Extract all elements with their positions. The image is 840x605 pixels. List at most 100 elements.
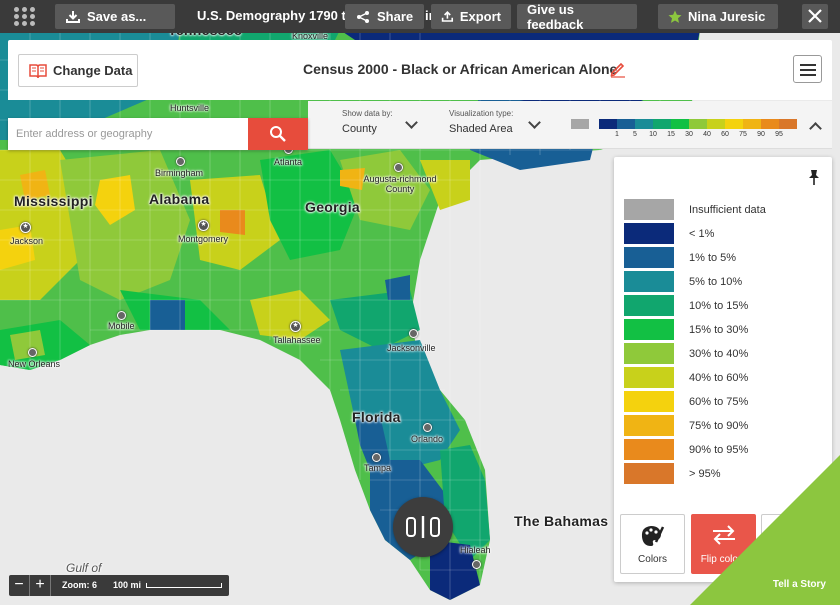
book-icon xyxy=(29,63,47,78)
share-button[interactable]: Share xyxy=(345,4,424,29)
city-marker-new-orleans[interactable] xyxy=(28,348,37,357)
city-marker-birmingham[interactable] xyxy=(176,157,185,166)
legend-swatch[interactable] xyxy=(624,439,674,460)
legend-swatch[interactable] xyxy=(624,247,674,268)
city-label-mobile: Mobile xyxy=(108,321,135,331)
download-icon xyxy=(66,10,80,23)
strip-swatch xyxy=(761,119,779,129)
pin-icon[interactable] xyxy=(806,169,822,192)
city-label-knoxville: Knoxville xyxy=(292,31,329,41)
strip-tick-label: 40 xyxy=(703,131,711,138)
swipe-icon xyxy=(406,516,440,538)
legend-label: 30% to 40% xyxy=(689,347,749,360)
project-title[interactable]: U.S. Demography 1790 to xyxy=(197,8,354,23)
strip-swatch xyxy=(653,119,671,129)
city-marker-hialeah[interactable] xyxy=(472,560,481,569)
search-input[interactable] xyxy=(8,118,248,150)
legend-swatch[interactable] xyxy=(624,271,674,292)
app-topbar: Save as... U.S. Demography 1790 to ir Sh… xyxy=(0,0,840,33)
tell-a-story-label[interactable]: Tell a Story xyxy=(772,579,826,590)
export-button[interactable]: Export xyxy=(431,4,511,29)
user-menu-button[interactable]: Nina Juresic xyxy=(658,4,778,29)
legend-swatch[interactable] xyxy=(624,343,674,364)
zoom-in-button[interactable]: + xyxy=(30,575,51,596)
state-label-florida: Florida xyxy=(352,409,401,425)
chevron-down-icon[interactable] xyxy=(405,116,418,129)
visualization-type-caption: Visualization type: xyxy=(449,109,514,118)
city-label-new-orleans: New Orleans xyxy=(8,359,61,369)
legend-label: 40% to 60% xyxy=(689,371,749,384)
share-icon xyxy=(357,10,369,23)
strip-tick-label: 10 xyxy=(649,131,657,138)
city-label-birmingham: Birmingham xyxy=(155,168,204,178)
capital-marker-tallahassee[interactable]: ★ xyxy=(290,321,301,332)
change-data-label: Change Data xyxy=(53,63,133,78)
capital-marker-montgomery[interactable]: ★ xyxy=(198,220,209,231)
city-label-orlando: Orlando xyxy=(411,434,444,444)
legend-swatch[interactable] xyxy=(624,367,674,388)
menu-bar xyxy=(800,69,816,71)
save-as-label: Save as... xyxy=(87,9,147,24)
colors-label: Colors xyxy=(638,554,667,565)
city-label-tallahassee: Tallahassee xyxy=(273,335,321,345)
hamburger-menu-button[interactable] xyxy=(793,55,822,83)
capital-marker-jackson[interactable]: ★ xyxy=(20,222,31,233)
map-title: Census 2000 - Black or African American … xyxy=(303,61,618,77)
palette-icon xyxy=(641,526,664,546)
strip-tick-label: 30 xyxy=(685,131,693,138)
legend-swatch[interactable] xyxy=(624,415,674,436)
city-marker-mobile[interactable] xyxy=(117,311,126,320)
search-button[interactable] xyxy=(248,118,308,150)
legend-swatch[interactable] xyxy=(624,295,674,316)
tell-a-story-corner[interactable] xyxy=(690,455,840,605)
strip-swatch-insufficient xyxy=(571,119,589,129)
legend-row: 5% to 10% xyxy=(624,271,742,292)
apps-grid-icon[interactable] xyxy=(14,7,36,27)
strip-swatch xyxy=(617,119,635,129)
state-label-alabama: Alabama xyxy=(149,191,210,207)
colors-button[interactable]: Colors xyxy=(620,514,685,574)
chevron-down-icon[interactable] xyxy=(528,116,541,129)
show-data-by-value: County xyxy=(342,123,377,135)
city-marker-tampa[interactable] xyxy=(372,453,381,462)
legend-row: Insufficient data xyxy=(624,199,766,220)
visualization-type-value: Shaded Area xyxy=(449,123,513,135)
state-label-mississippi: Mississippi xyxy=(14,193,93,209)
show-data-by-select[interactable]: Show data by: County xyxy=(342,109,393,135)
strip-tick-label: 95 xyxy=(775,131,783,138)
feedback-button[interactable]: Give us feedback xyxy=(517,1,637,32)
search-box xyxy=(8,118,308,150)
legend-swatch[interactable] xyxy=(624,319,674,340)
save-as-button[interactable]: Save as... xyxy=(55,4,175,29)
zoom-level: Zoom: 6 xyxy=(62,580,97,590)
city-label-atlanta: Atlanta xyxy=(274,157,303,167)
legend-row: 15% to 30% xyxy=(624,319,748,340)
change-data-button[interactable]: Change Data xyxy=(18,54,138,87)
map-toolbar: Show data by: County Visualization type:… xyxy=(308,101,832,149)
strip-tick-label: 15 xyxy=(667,131,675,138)
legend-swatch[interactable] xyxy=(624,199,674,220)
city-marker-orlando[interactable] xyxy=(423,423,432,432)
city-marker-jacksonville[interactable] xyxy=(409,329,418,338)
close-button[interactable] xyxy=(802,4,828,29)
strip-swatch xyxy=(635,119,653,129)
upload-icon xyxy=(441,10,454,22)
legend-row: 30% to 40% xyxy=(624,343,748,364)
legend-row: 1% to 5% xyxy=(624,247,736,268)
swipe-compare-button[interactable] xyxy=(393,497,453,557)
legend-swatch[interactable] xyxy=(624,223,674,244)
legend-swatch[interactable] xyxy=(624,391,674,412)
legend-swatch[interactable] xyxy=(624,463,674,484)
user-name: Nina Juresic xyxy=(688,9,766,24)
edit-title-icon[interactable] xyxy=(609,60,627,83)
visualization-type-select[interactable]: Visualization type: Shaded Area xyxy=(449,109,513,135)
city-label-jackson: Jackson xyxy=(10,236,44,246)
collapse-toolbar-icon[interactable] xyxy=(809,122,822,135)
city-label-tampa: Tampa xyxy=(364,463,392,473)
star-icon xyxy=(668,10,682,23)
export-label: Export xyxy=(459,9,501,24)
city-marker-augusta[interactable] xyxy=(394,163,403,172)
feedback-label: Give us feedback xyxy=(527,1,584,32)
zoom-out-button[interactable]: − xyxy=(9,575,30,596)
search-icon xyxy=(270,126,286,142)
